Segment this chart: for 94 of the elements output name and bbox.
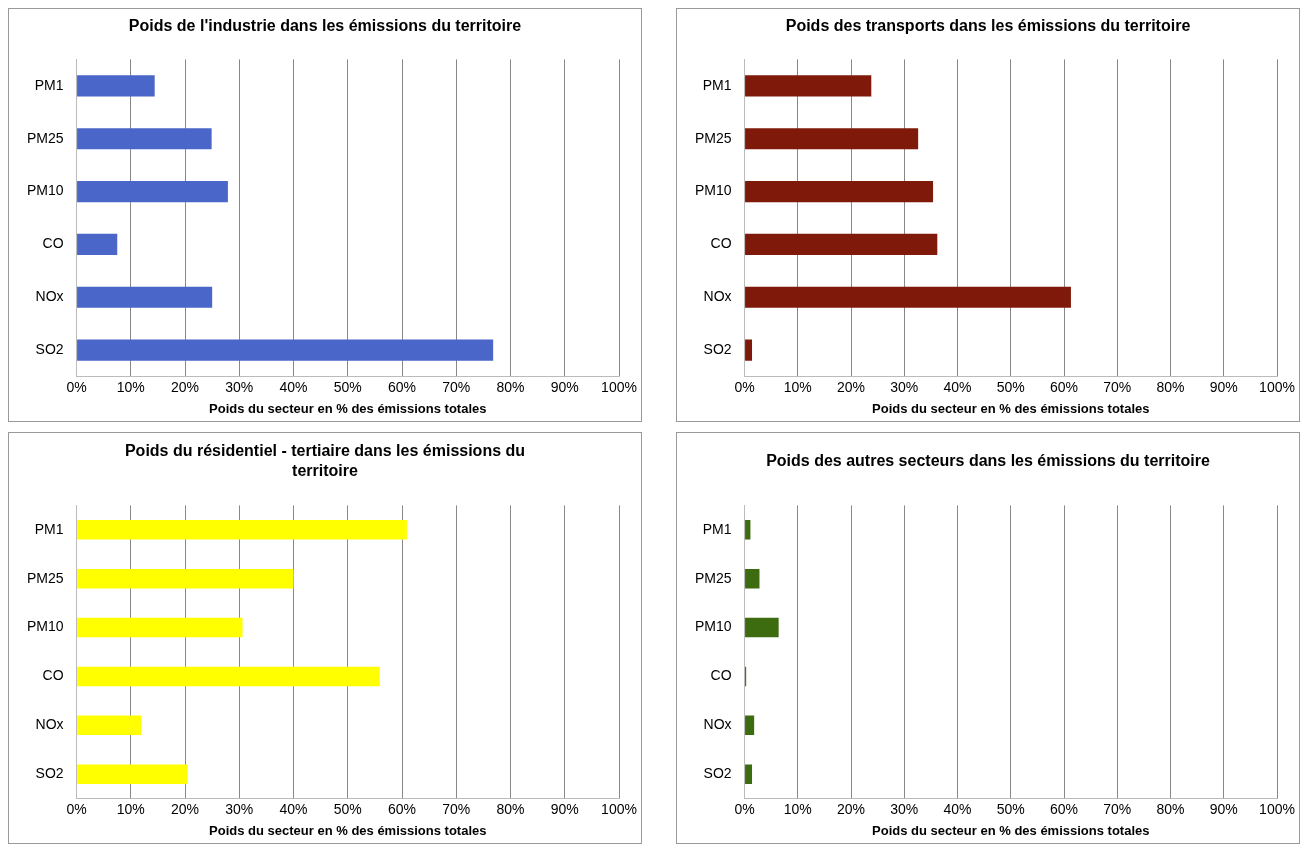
y-tick-label: SO2 (703, 765, 732, 782)
x-tick-label: 20% (171, 378, 200, 395)
y-tick-label: PM25 (26, 569, 64, 586)
y-tick-label: PM10 (26, 618, 64, 635)
chart-title: Poids du résidentiel - tertiaire dans les émissions du territoire (123, 441, 527, 481)
x-tick-label: 70% (1103, 800, 1132, 817)
chart-title: Poids des transports dans les émissions du territoire (785, 16, 1191, 36)
bar (745, 233, 938, 256)
bar (77, 617, 243, 638)
y-tick-label: CO (42, 235, 64, 252)
x-tick-label: 0% (734, 378, 755, 395)
y-tick-label: SO2 (35, 341, 64, 358)
chart-title: Poids de l'industrie dans les émissions du territoire (128, 16, 522, 36)
y-tick-label: PM25 (694, 129, 732, 146)
y-tick-label: CO (42, 667, 64, 684)
bar (77, 764, 188, 784)
y-tick-label: PM1 (702, 520, 732, 537)
x-tick-label: 20% (171, 800, 200, 817)
bar (77, 233, 118, 256)
x-tick-label: 90% (1209, 378, 1238, 395)
bar (77, 568, 294, 589)
x-tick-label: 10% (783, 378, 812, 395)
x-axis-title: Poids du secteur en % des émissions totales (872, 822, 1150, 838)
y-tick-label: PM25 (26, 129, 64, 146)
y-tick-label: SO2 (703, 341, 732, 358)
x-tick-label: 0% (66, 378, 87, 395)
x-tick-label: 90% (550, 800, 579, 817)
bar (77, 286, 213, 308)
x-tick-label: 20% (837, 800, 866, 817)
x-tick-label: 0% (734, 800, 755, 817)
y-tick-label: NOx (35, 716, 64, 733)
x-tick-label: 30% (890, 800, 919, 817)
bar (745, 75, 872, 97)
x-tick-label: 80% (1156, 800, 1185, 817)
x-axis-title: Poids du secteur en % des émissions totales (209, 400, 487, 416)
x-tick-label: 60% (1050, 800, 1079, 817)
x-tick-label: 0% (66, 800, 87, 817)
x-tick-label: 100% (601, 800, 637, 817)
y-tick-label: CO (710, 235, 732, 252)
y-tick-label: NOx (35, 288, 64, 305)
x-tick-label: 60% (388, 378, 417, 395)
x-tick-label: 40% (943, 800, 972, 817)
x-tick-label: 70% (1103, 378, 1132, 395)
x-axis-title: Poids du secteur en % des émissions totales (872, 400, 1150, 416)
x-tick-label: 50% (333, 800, 362, 817)
x-tick-label: 40% (279, 378, 308, 395)
bar (745, 180, 934, 203)
bar (77, 339, 494, 361)
x-tick-label: 90% (550, 378, 579, 395)
y-tick-label: NOx (703, 716, 732, 733)
bar (745, 339, 753, 361)
x-tick-label: 10% (116, 800, 145, 817)
x-tick-label: 60% (1050, 378, 1079, 395)
y-tick-label: CO (710, 667, 732, 684)
x-tick-label: 40% (943, 378, 972, 395)
bar (745, 128, 919, 150)
bar (77, 75, 155, 97)
x-tick-label: 100% (601, 378, 637, 395)
y-tick-label: PM10 (694, 618, 732, 635)
x-tick-label: 80% (496, 378, 525, 395)
bar (745, 286, 1071, 308)
x-tick-label: 10% (116, 378, 145, 395)
x-tick-label: 80% (1156, 378, 1185, 395)
bar (77, 180, 228, 203)
chart-title: Poids des autres secteurs dans les émissions du territoire (766, 451, 1210, 471)
x-tick-label: 50% (996, 800, 1025, 817)
y-tick-label: PM1 (34, 76, 64, 93)
x-tick-label: 20% (837, 378, 866, 395)
bar (77, 715, 142, 736)
x-tick-label: 80% (496, 800, 525, 817)
x-tick-label: 40% (279, 800, 308, 817)
y-tick-label: PM25 (694, 569, 732, 586)
x-tick-label: 30% (225, 800, 254, 817)
y-tick-label: PM1 (34, 520, 64, 537)
x-tick-label: 30% (225, 378, 254, 395)
x-tick-label: 90% (1209, 800, 1238, 817)
y-tick-label: NOx (703, 288, 732, 305)
x-tick-label: 70% (442, 378, 471, 395)
y-tick-label: SO2 (35, 765, 64, 782)
bar (77, 666, 380, 687)
x-tick-label: 70% (442, 800, 471, 817)
x-tick-label: 100% (1259, 800, 1295, 817)
x-tick-label: 50% (996, 378, 1025, 395)
y-tick-label: PM1 (702, 76, 732, 93)
y-tick-label: PM10 (694, 182, 732, 199)
bar (77, 520, 407, 540)
x-tick-label: 50% (333, 378, 362, 395)
x-tick-label: 60% (388, 800, 417, 817)
x-axis-title: Poids du secteur en % des émissions totales (209, 822, 487, 838)
x-tick-label: 10% (783, 800, 812, 817)
y-tick-label: PM10 (26, 182, 64, 199)
x-tick-label: 30% (890, 378, 919, 395)
x-tick-label: 100% (1259, 378, 1295, 395)
bar (77, 128, 212, 150)
